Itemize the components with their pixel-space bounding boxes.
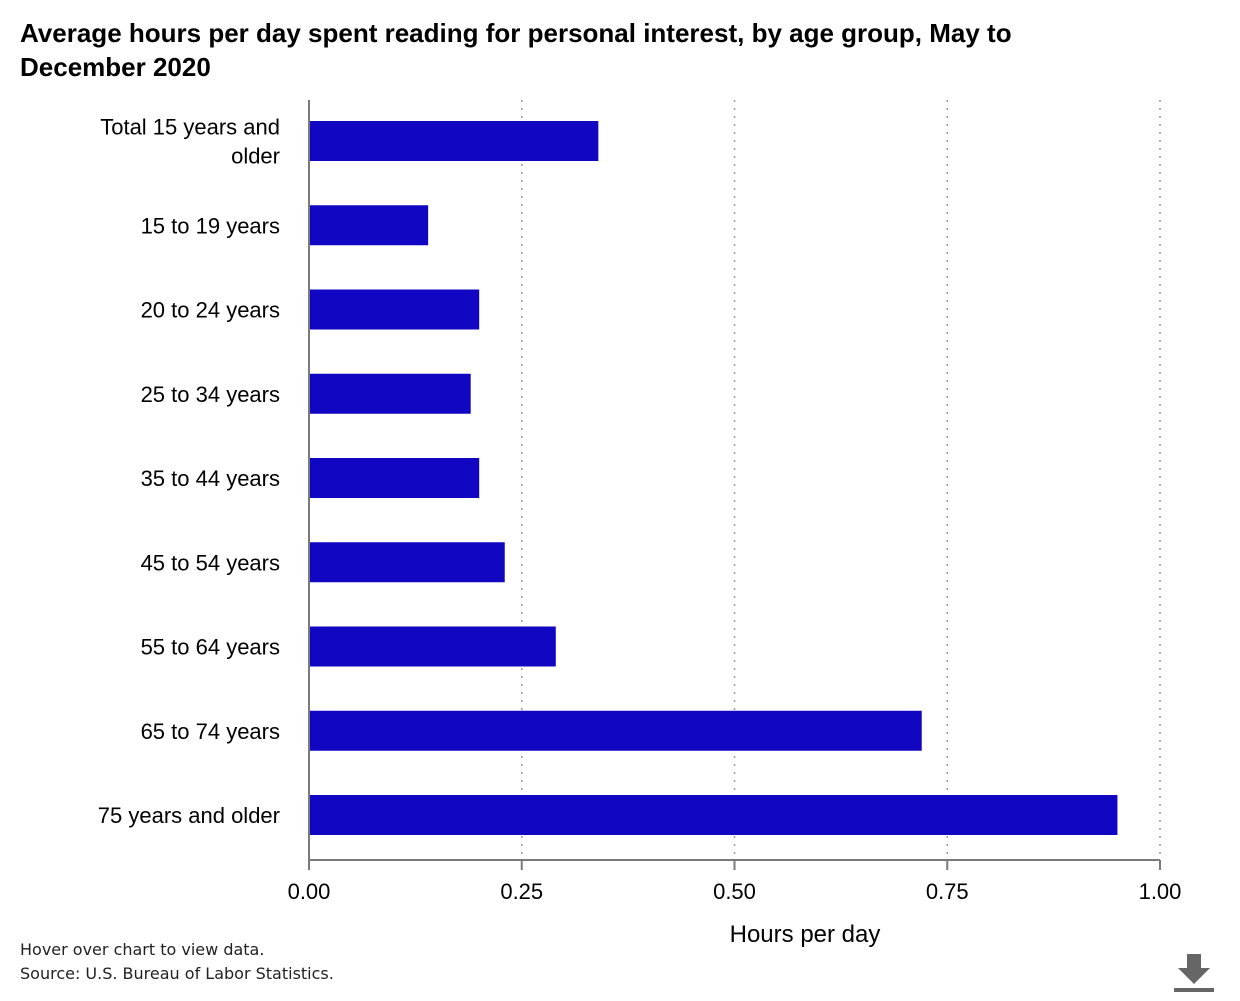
x-tick-label: 0.75 xyxy=(926,879,969,904)
x-tick-labels: 0.00 0.25 0.50 0.75 1.00 xyxy=(288,879,1182,904)
chart-title: Average hours per day spent reading for … xyxy=(20,18,1012,82)
category-label: 65 to 74 years xyxy=(141,719,280,744)
bar[interactable] xyxy=(310,626,556,667)
bar[interactable] xyxy=(310,121,599,161)
bar[interactable] xyxy=(310,795,1118,835)
x-tick-label: 0.50 xyxy=(713,879,756,904)
category-label: Total 15 years and xyxy=(100,115,280,140)
download-icon xyxy=(1174,954,1214,992)
bars[interactable] xyxy=(310,121,1118,835)
bar[interactable] xyxy=(310,373,471,414)
category-label: 35 to 44 years xyxy=(141,466,280,491)
category-label: 20 to 24 years xyxy=(141,298,280,323)
bar[interactable] xyxy=(310,710,922,751)
x-tick-label: 0.25 xyxy=(500,879,543,904)
hover-note: Hover over chart to view data. xyxy=(20,940,265,959)
category-labels: Total 15 years and older 15 to 19 years 20 … xyxy=(98,115,280,829)
x-tick-label: 0.00 xyxy=(288,879,331,904)
source-note: Source: U.S. Bureau of Labor Statistics. xyxy=(20,964,334,983)
category-label: 25 to 34 years xyxy=(141,382,280,407)
x-axis-title: Hours per day xyxy=(730,921,881,948)
bar[interactable] xyxy=(310,458,480,498)
bar[interactable] xyxy=(310,205,429,246)
category-label: 55 to 64 years xyxy=(141,635,280,660)
category-label: older xyxy=(231,144,280,169)
bar[interactable] xyxy=(310,542,505,583)
axes xyxy=(308,100,1161,870)
bar[interactable] xyxy=(310,289,480,330)
category-label: 75 years and older xyxy=(98,803,280,828)
x-tick-label: 1.00 xyxy=(1139,879,1182,904)
download-button[interactable] xyxy=(1172,950,1216,996)
category-label: 15 to 19 years xyxy=(141,213,280,238)
category-label: 45 to 54 years xyxy=(141,550,280,575)
